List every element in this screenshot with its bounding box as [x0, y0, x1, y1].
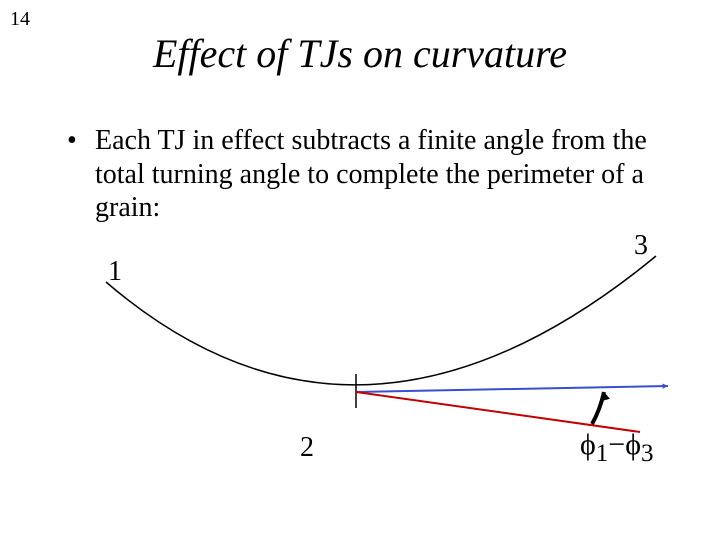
- angle-formula: ϕ1−ϕ3: [580, 428, 654, 468]
- label-2: 2: [300, 432, 314, 464]
- grain-arc: [106, 256, 656, 385]
- phi-1: ϕ: [580, 428, 596, 461]
- angle-arc: [592, 392, 604, 424]
- sub-1: 1: [596, 440, 609, 467]
- sub-3: 3: [641, 440, 654, 467]
- label-1: 1: [108, 256, 122, 288]
- phi-3: ϕ: [625, 428, 641, 461]
- slide: 14 Effect of TJs on curvature • Each TJ …: [0, 0, 720, 540]
- blue-tangent-line: [356, 386, 668, 392]
- minus-sign: −: [608, 428, 625, 461]
- blue-arrowhead: [663, 384, 668, 389]
- label-3: 3: [634, 230, 648, 262]
